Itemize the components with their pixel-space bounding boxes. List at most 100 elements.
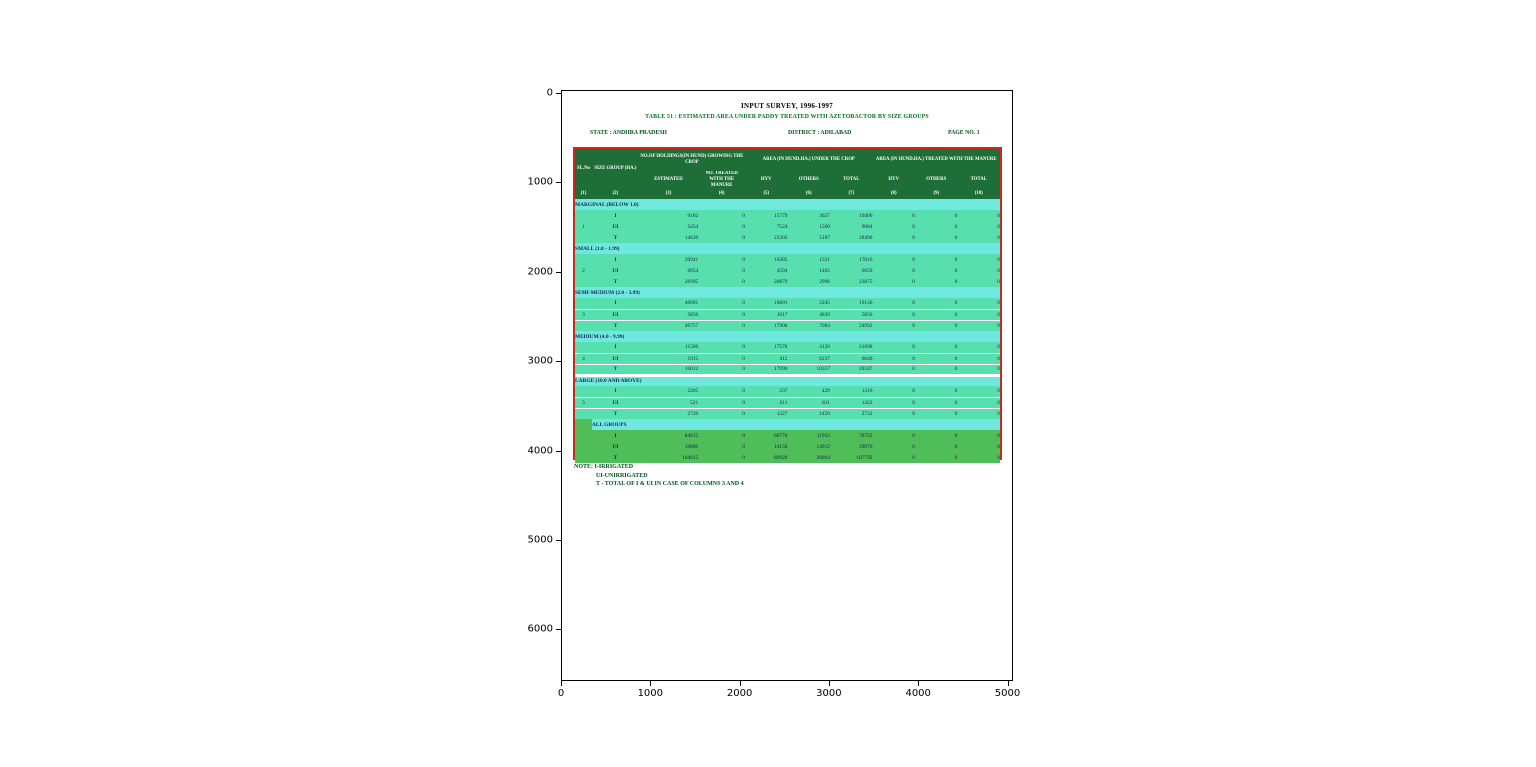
value-cell: 9084	[830, 221, 873, 232]
irrigation-marker-cell: UI	[592, 221, 639, 232]
header-column-number: (10)	[957, 189, 1000, 199]
value-cell: 0	[957, 396, 1000, 408]
irrigation-marker-cell: UI	[592, 265, 639, 276]
header-sl-no: SL.No	[575, 149, 592, 189]
scanned-document: INPUT SURVEY, 1996-1997 TABLE 51 : ESTIM…	[562, 91, 1012, 680]
document-meta-row: STATE : ANDHRA PRADESH DISTRICT : ADILAB…	[562, 130, 1012, 139]
footnote: NOTE: I-IRRIGATED UI-UNIRRIGATED T - TOT…	[574, 463, 744, 489]
table-header: SL.No SIZE GROUP (HA.) NO.OF HOLDINGS(IN…	[575, 149, 1000, 199]
irrigation-marker-cell: I	[592, 430, 639, 441]
value-cell: 80928	[745, 452, 788, 463]
value-cell: 6059	[830, 265, 873, 276]
value-cell: 0	[698, 298, 745, 309]
group-label: ALL GROUPS	[592, 419, 1000, 430]
value-cell: 0	[698, 452, 745, 463]
group-label: SEMI-MEDIUM (2.0 - 3.99)	[575, 287, 1000, 298]
value-cell: 0	[957, 265, 1000, 276]
value-cell: 0	[872, 210, 915, 221]
value-cell: 4120	[787, 342, 830, 353]
x-tick-mark	[650, 681, 652, 686]
value-cell: 0	[915, 352, 958, 364]
irrigation-marker-cell: T	[592, 452, 639, 463]
header-estimated: ESTIMATED	[638, 171, 699, 189]
value-cell: 5856	[830, 308, 873, 320]
y-tick-mark	[556, 540, 561, 541]
header-size-group: SIZE GROUP (HA.)	[592, 149, 639, 189]
value-cell: 0	[915, 430, 958, 441]
value-cell: 1422	[830, 396, 873, 408]
value-cell: 28347	[830, 363, 873, 375]
value-cell: 26864	[787, 452, 830, 463]
x-tick-mark	[918, 681, 920, 686]
header-no-treated: NO. TREATED WITH THE MANURE	[698, 171, 745, 189]
value-cell: 66770	[745, 430, 788, 441]
value-cell: 20941	[638, 254, 699, 265]
value-cell: 0	[872, 441, 915, 452]
value-cell: 0	[698, 276, 745, 287]
plot-area: INPUT SURVEY, 1996-1997 TABLE 51 : ESTIM…	[561, 90, 1013, 681]
value-cell: 0	[872, 342, 915, 353]
value-cell: 0	[915, 308, 958, 320]
value-cell: 1227	[745, 407, 788, 419]
value-cell: 0	[915, 407, 958, 419]
value-cell: 0	[957, 407, 1000, 419]
value-cell: 2996	[787, 276, 830, 287]
value-cell: 2245	[787, 298, 830, 309]
document-title: INPUT SURVEY, 1996-1997	[740, 102, 834, 110]
group-label: MARGINAL (BELOW 1.0)	[575, 199, 1000, 210]
table-row: 3 UI 5856 0 1017 4839 5856 0 0 0	[575, 308, 1000, 320]
table-row: I 11586 0 17578 4120 21698 0 0 0	[575, 342, 1000, 353]
irrigation-marker-cell: UI	[592, 441, 639, 452]
value-cell: 17908	[745, 319, 788, 331]
x-tick-label: 0	[557, 688, 565, 699]
value-cell: 14158	[745, 441, 788, 452]
group-label: MEDIUM (4.0 - 9.99)	[575, 331, 1000, 342]
value-cell: 0	[957, 342, 1000, 353]
table-row: T 16012 0 17990 10357 28347 0 0 0	[575, 363, 1000, 375]
header-others-2: OTHERS	[915, 171, 958, 189]
value-cell: 9182	[638, 210, 699, 221]
value-cell: 26995	[638, 276, 699, 287]
value-cell: 0	[957, 254, 1000, 265]
x-tick-label: 3000	[816, 688, 842, 699]
sl-no-cell: 2	[575, 265, 592, 276]
value-cell: 2205	[638, 386, 699, 397]
value-cell: 0	[698, 221, 745, 232]
header-hyv-1: HYV	[745, 171, 788, 189]
value-cell: 11586	[638, 342, 699, 353]
value-cell: 0	[957, 452, 1000, 463]
value-cell: 0	[872, 452, 915, 463]
header-column-number: (5)	[745, 189, 788, 199]
value-cell: 0	[957, 352, 1000, 364]
value-cell: 11952	[787, 430, 830, 441]
page-number-label: PAGE NO. 1	[948, 130, 980, 136]
y-tick-mark	[556, 271, 561, 273]
irrigation-marker-cell: UI	[592, 396, 639, 408]
value-cell: 7084	[787, 319, 830, 331]
value-cell: 0	[872, 319, 915, 331]
sl-no-cell	[575, 276, 592, 287]
value-cell: 1531	[787, 254, 830, 265]
group-label-row: LARGE (10.0 AND ABOVE)	[575, 373, 1000, 386]
header-column-number: (8)	[872, 189, 915, 199]
value-cell: 0	[872, 430, 915, 441]
irrigation-marker-cell: T	[592, 232, 639, 243]
value-cell: 5187	[787, 232, 830, 243]
value-cell: 0	[957, 430, 1000, 441]
value-cell: 0	[872, 298, 915, 309]
value-cell: 16285	[745, 254, 788, 265]
value-cell: 17816	[830, 254, 873, 265]
sl-no-cell	[575, 254, 592, 265]
header-column-number: (7)	[830, 189, 873, 199]
value-cell: 611	[745, 396, 788, 408]
footnote-line-1: NOTE: I-IRRIGATED	[574, 464, 634, 470]
value-cell: 0	[915, 342, 958, 353]
value-cell: 78722	[830, 430, 873, 441]
value-cell: 0	[698, 407, 745, 419]
group-label-row: MARGINAL (BELOW 1.0)	[575, 199, 1000, 210]
value-cell: 21698	[830, 342, 873, 353]
group-sl-cell	[575, 419, 592, 430]
y-tick-label: 4000	[527, 445, 553, 457]
x-tick-label: 1000	[637, 688, 664, 699]
value-cell: 23303	[745, 232, 788, 243]
